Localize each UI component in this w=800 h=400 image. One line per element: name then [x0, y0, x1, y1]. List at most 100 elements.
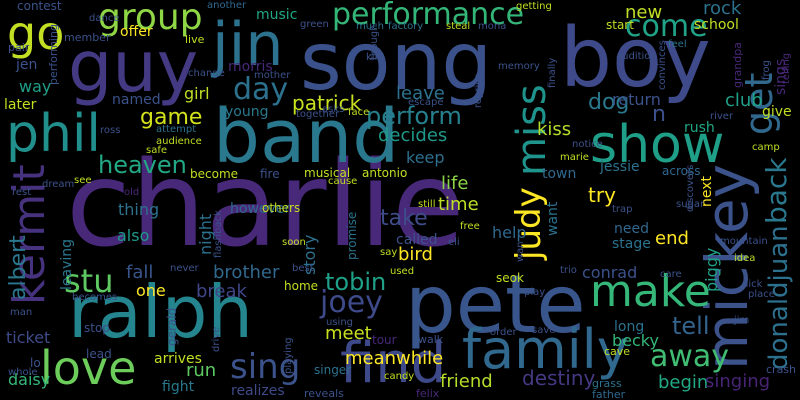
- word: singer: [314, 363, 352, 377]
- word: audition: [616, 51, 657, 62]
- word: though: [369, 24, 380, 60]
- word: promise: [345, 211, 359, 260]
- word: free: [460, 221, 480, 232]
- word: soon: [282, 237, 306, 248]
- word: ticket: [6, 328, 51, 347]
- word: stop: [84, 321, 110, 335]
- word: jen: [16, 57, 38, 73]
- word: green: [300, 19, 329, 30]
- word: new: [625, 2, 663, 23]
- word: kim: [366, 52, 385, 63]
- word: safe: [146, 145, 168, 156]
- word: family: [462, 318, 629, 381]
- word: order: [490, 327, 517, 338]
- word: group: [98, 0, 203, 38]
- word: becomes: [72, 292, 118, 303]
- word: dance: [89, 13, 120, 24]
- word: see: [74, 175, 92, 186]
- word: trap: [612, 204, 633, 215]
- word: grandpa: [731, 42, 744, 88]
- word: cause: [328, 176, 358, 187]
- word: man: [10, 307, 33, 318]
- word: charlie: [66, 135, 465, 273]
- word: tour: [372, 333, 397, 347]
- word: memory: [498, 61, 540, 72]
- word: joey: [320, 285, 383, 320]
- word: escape: [408, 97, 444, 108]
- word: much: [356, 21, 384, 32]
- word: factory: [388, 21, 424, 32]
- word: live: [185, 33, 205, 46]
- word: cave: [604, 345, 631, 358]
- word: becky: [612, 331, 659, 350]
- word: music: [256, 7, 298, 23]
- word: idea: [734, 253, 756, 264]
- word: love: [40, 341, 137, 395]
- word: gerald: [165, 307, 179, 346]
- word: singing: [705, 371, 771, 392]
- word: club: [725, 90, 763, 111]
- word: town: [542, 166, 577, 182]
- word: river: [710, 111, 734, 122]
- word: candy: [384, 371, 415, 382]
- word: play: [524, 287, 546, 298]
- word: run: [186, 360, 217, 381]
- word: pete: [405, 258, 586, 351]
- word: need: [614, 221, 649, 237]
- word: save: [532, 325, 556, 336]
- word: albert: [6, 235, 31, 300]
- word: named: [112, 92, 161, 108]
- word: face: [348, 107, 370, 118]
- word: member: [64, 31, 111, 44]
- word: want: [545, 201, 561, 236]
- word: reprise: [473, 73, 484, 108]
- word: daisy: [8, 370, 51, 389]
- word: begin: [658, 372, 709, 393]
- word: friend: [440, 371, 493, 392]
- word: antonio: [362, 166, 408, 180]
- word: eli: [448, 237, 460, 248]
- word: jim: [734, 315, 750, 326]
- word: home: [284, 279, 319, 293]
- word: convinces: [657, 40, 668, 90]
- word: felix: [416, 387, 440, 400]
- word: place: [748, 289, 775, 300]
- word: lo: [30, 356, 41, 370]
- word: show: [590, 115, 725, 175]
- word: mountain: [720, 236, 768, 247]
- word: band: [213, 94, 400, 180]
- word: however: [230, 201, 291, 217]
- word: mother: [254, 70, 291, 81]
- word: stu: [64, 262, 114, 300]
- word: ralph: [68, 270, 254, 354]
- word: jessie: [600, 159, 640, 175]
- word: seok: [496, 271, 524, 285]
- word: piggy: [702, 247, 721, 292]
- word: pair: [8, 41, 30, 54]
- word: find: [340, 331, 447, 396]
- word: contest: [17, 0, 62, 13]
- word: guy: [68, 26, 199, 108]
- word: start: [606, 18, 634, 32]
- word: steal: [446, 21, 471, 32]
- word: one: [136, 281, 166, 300]
- word: back: [760, 157, 793, 224]
- word: tell: [672, 312, 710, 340]
- word: realizes: [231, 383, 285, 399]
- word: young: [225, 104, 269, 120]
- word: meanwhile: [345, 348, 444, 369]
- word: ross: [100, 125, 121, 136]
- word: return: [612, 90, 661, 109]
- word: telling: [781, 52, 792, 84]
- word: keep: [406, 148, 445, 167]
- word: end: [655, 228, 689, 249]
- word: come: [625, 9, 708, 44]
- word: day: [233, 72, 289, 107]
- word: crash: [766, 363, 797, 376]
- word: n: [652, 102, 666, 127]
- word: boy: [560, 11, 711, 106]
- word: playing: [283, 337, 294, 374]
- word: tobin: [325, 268, 387, 296]
- word: nick: [742, 279, 763, 290]
- word: life: [441, 173, 469, 194]
